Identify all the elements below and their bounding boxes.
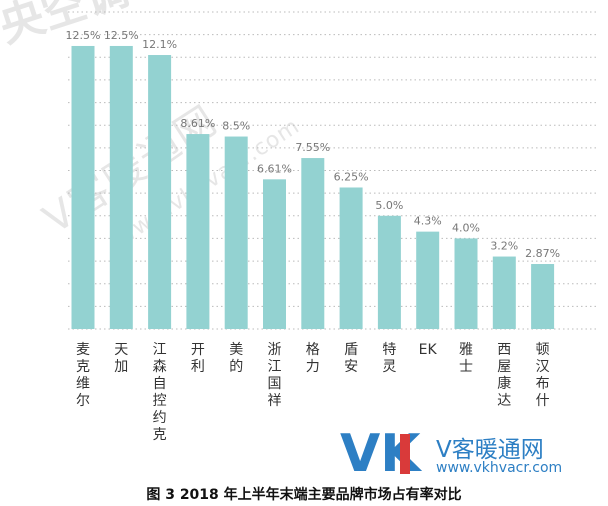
- data-label: 3.2%: [490, 240, 518, 253]
- bar: [109, 45, 133, 329]
- bar: [531, 264, 555, 329]
- data-label: 4.3%: [414, 215, 442, 228]
- bar: [301, 158, 325, 329]
- category-label: 格力: [306, 342, 320, 375]
- bar: [148, 55, 172, 330]
- category-label: EK: [419, 342, 438, 358]
- bar: [377, 215, 401, 329]
- data-label: 5.0%: [375, 199, 403, 212]
- data-label: 2.87%: [525, 247, 560, 260]
- logo-url: www.vkhvacr.com: [436, 460, 563, 476]
- bar: [492, 256, 516, 329]
- category-label: 麦克维尔: [76, 342, 90, 409]
- bar: [454, 238, 478, 329]
- category-label: 顿汉布什: [536, 342, 550, 409]
- logo: VK V客暖通网 www.vkhvacr.com: [340, 428, 600, 480]
- category-label: 江森自控约克: [153, 342, 167, 443]
- bar: [263, 179, 286, 329]
- data-label: 7.55%: [295, 141, 330, 154]
- category-label: 开利: [191, 342, 205, 375]
- bar: [71, 45, 95, 329]
- data-label: 12.5%: [66, 29, 101, 42]
- data-label: 8.5%: [222, 120, 250, 133]
- category-label: 浙江国祥: [268, 342, 282, 409]
- data-label: 6.61%: [257, 162, 292, 175]
- category-label: 天加: [114, 342, 128, 375]
- category-label: 美的: [229, 342, 243, 375]
- data-label: 4.0%: [452, 221, 480, 234]
- category-label: 西屋康达: [497, 342, 511, 409]
- logo-accent: [400, 434, 410, 474]
- bar: [416, 231, 440, 329]
- category-label: 盾安: [344, 342, 358, 375]
- data-label: 8.61%: [180, 117, 215, 130]
- category-label: 雅士: [459, 342, 473, 375]
- category-label: 特灵: [382, 342, 396, 375]
- figure-caption: 图 3 2018 年上半年末端主要品牌市场占有率对比: [146, 487, 462, 503]
- data-label: 12.5%: [104, 29, 139, 42]
- bar: [339, 187, 363, 329]
- data-label: 6.25%: [334, 170, 369, 183]
- logo-name: V客暖通网: [436, 437, 544, 463]
- bar: [186, 134, 210, 329]
- data-label: 12.1%: [142, 38, 177, 51]
- bar: [224, 136, 248, 329]
